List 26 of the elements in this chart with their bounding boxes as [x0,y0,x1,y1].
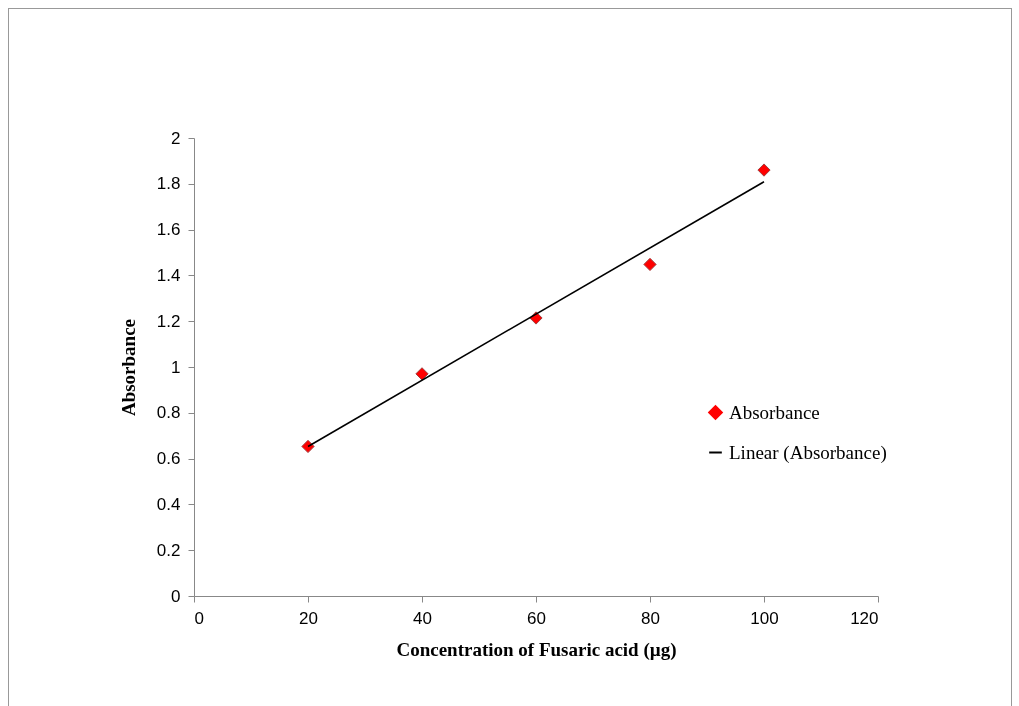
legend-label: Absorbance [729,401,820,423]
point [415,367,429,381]
x-tick-label: 60 [527,608,546,628]
x-tick-label: 100 [750,608,779,628]
x-tick-label: 40 [413,608,432,628]
point [301,439,315,454]
y-tick-label: 1.6 [156,220,181,240]
point [643,257,657,272]
x-tick-label: 120 [850,608,879,628]
y-tick-label: 0.8 [156,403,181,423]
x-tick-label: 80 [641,608,660,628]
y-tick-label: 2 [171,128,181,148]
y-tick-label: 0 [171,586,181,606]
point [757,163,771,177]
y-tick-label: 1.8 [156,174,181,194]
y-tick-label: 1 [171,357,181,377]
x-tick-label: 20 [299,608,318,628]
legend-label: Linear (Absorbance) [729,441,887,464]
y-tick-label: 0.6 [156,449,181,469]
x-tick-label: 0 [194,608,204,628]
y-tick-label: 1.2 [156,311,181,331]
x-axis-title: Concentration of Fusaric acid (µg) [396,638,677,661]
y-axis-title: Absorbance [117,318,139,417]
y-tick-label: 1.4 [156,265,181,285]
y-tick-label: 0.4 [156,494,181,514]
y-tick-label: 0.2 [156,540,181,560]
